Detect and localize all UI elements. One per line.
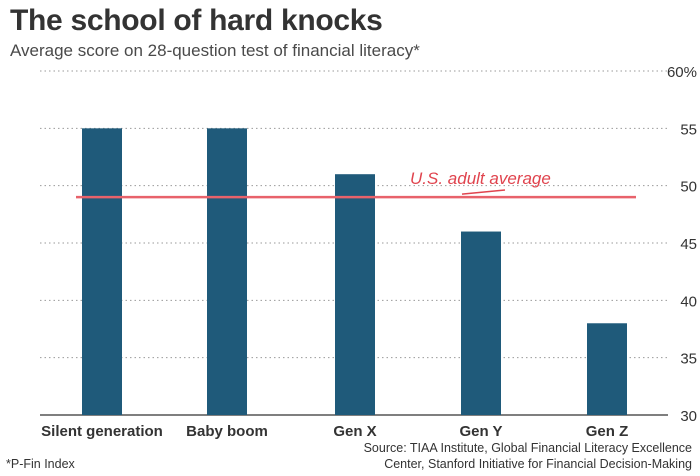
bar bbox=[461, 231, 501, 415]
x-tick-label: Gen Y bbox=[459, 423, 502, 440]
x-axis-ticks: Silent generation Baby boom Gen X Gen Y Gen … bbox=[41, 423, 628, 440]
source-line-2: Center, Stanford Initiative for Financia… bbox=[384, 457, 692, 471]
x-tick-label: Gen Z bbox=[586, 423, 629, 440]
reference-line-group: U.S. adult average bbox=[76, 169, 636, 199]
bar bbox=[82, 128, 122, 416]
y-tick-label: 60% bbox=[667, 64, 697, 81]
chart-subtitle: Average score on 28-question test of fin… bbox=[10, 41, 420, 60]
chart-title: The school of hard knocks bbox=[10, 4, 383, 37]
footnote: *P-Fin Index bbox=[6, 457, 75, 471]
y-tick-label: 55 bbox=[680, 121, 697, 138]
y-tick-label: 45 bbox=[680, 236, 697, 253]
x-tick-label: Gen X bbox=[333, 423, 376, 440]
us-adult-average-label: U.S. adult average bbox=[410, 169, 551, 188]
y-axis-ticks: 30 35 40 45 50 55 60% bbox=[667, 64, 697, 425]
y-tick-label: 50 bbox=[680, 179, 697, 196]
y-tick-label: 30 bbox=[680, 408, 697, 425]
source-note: Source: TIAA Institute, Global Financial… bbox=[364, 440, 692, 472]
source-line-1: Source: TIAA Institute, Global Financial… bbox=[363, 441, 692, 455]
bars bbox=[82, 128, 627, 416]
x-tick-label: Silent generation bbox=[41, 423, 163, 440]
x-tick-label: Baby boom bbox=[186, 423, 268, 440]
y-tick-label: 35 bbox=[680, 351, 697, 368]
bar bbox=[207, 128, 247, 416]
annotation-pointer bbox=[461, 189, 506, 195]
bar bbox=[587, 323, 627, 415]
bar bbox=[335, 174, 375, 415]
y-tick-label: 40 bbox=[680, 293, 697, 310]
